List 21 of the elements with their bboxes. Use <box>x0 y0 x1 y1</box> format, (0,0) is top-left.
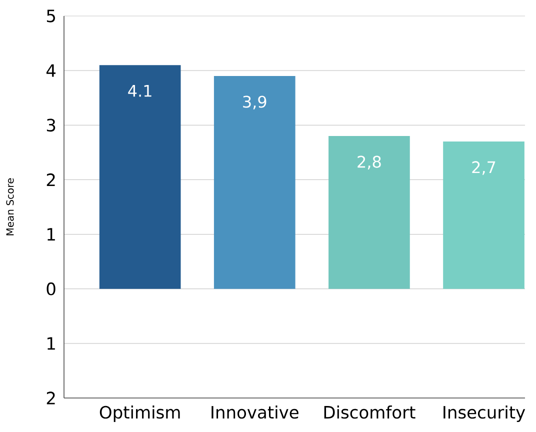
y-tick-label: 1 <box>48 337 55 350</box>
y-tick-label: 3 <box>46 118 56 132</box>
data-label: 2,7 <box>472 161 496 175</box>
data-label: 2,8 <box>358 156 381 170</box>
y-tick-label: 4 <box>46 64 56 77</box>
bar <box>328 136 410 289</box>
x-tick-label: Optimism <box>100 406 180 422</box>
bar <box>443 142 524 289</box>
y-axis-title: Mean Score <box>6 178 14 236</box>
y-tick-label: 2 <box>46 173 55 186</box>
x-tick-label: Insecurity <box>444 406 526 422</box>
y-tick-label: 2 <box>46 392 55 404</box>
y-tick-label: 1 <box>48 228 55 240</box>
data-label: 3,9 <box>243 96 266 110</box>
y-tick-label: 0 <box>46 282 56 296</box>
data-label: 4.1 <box>128 84 152 97</box>
bar <box>99 65 181 289</box>
x-tick-label: Discomfort <box>324 406 416 419</box>
y-tick-label: 5 <box>46 10 55 22</box>
x-tick-label: Innovative <box>212 406 298 419</box>
bar <box>214 76 296 289</box>
